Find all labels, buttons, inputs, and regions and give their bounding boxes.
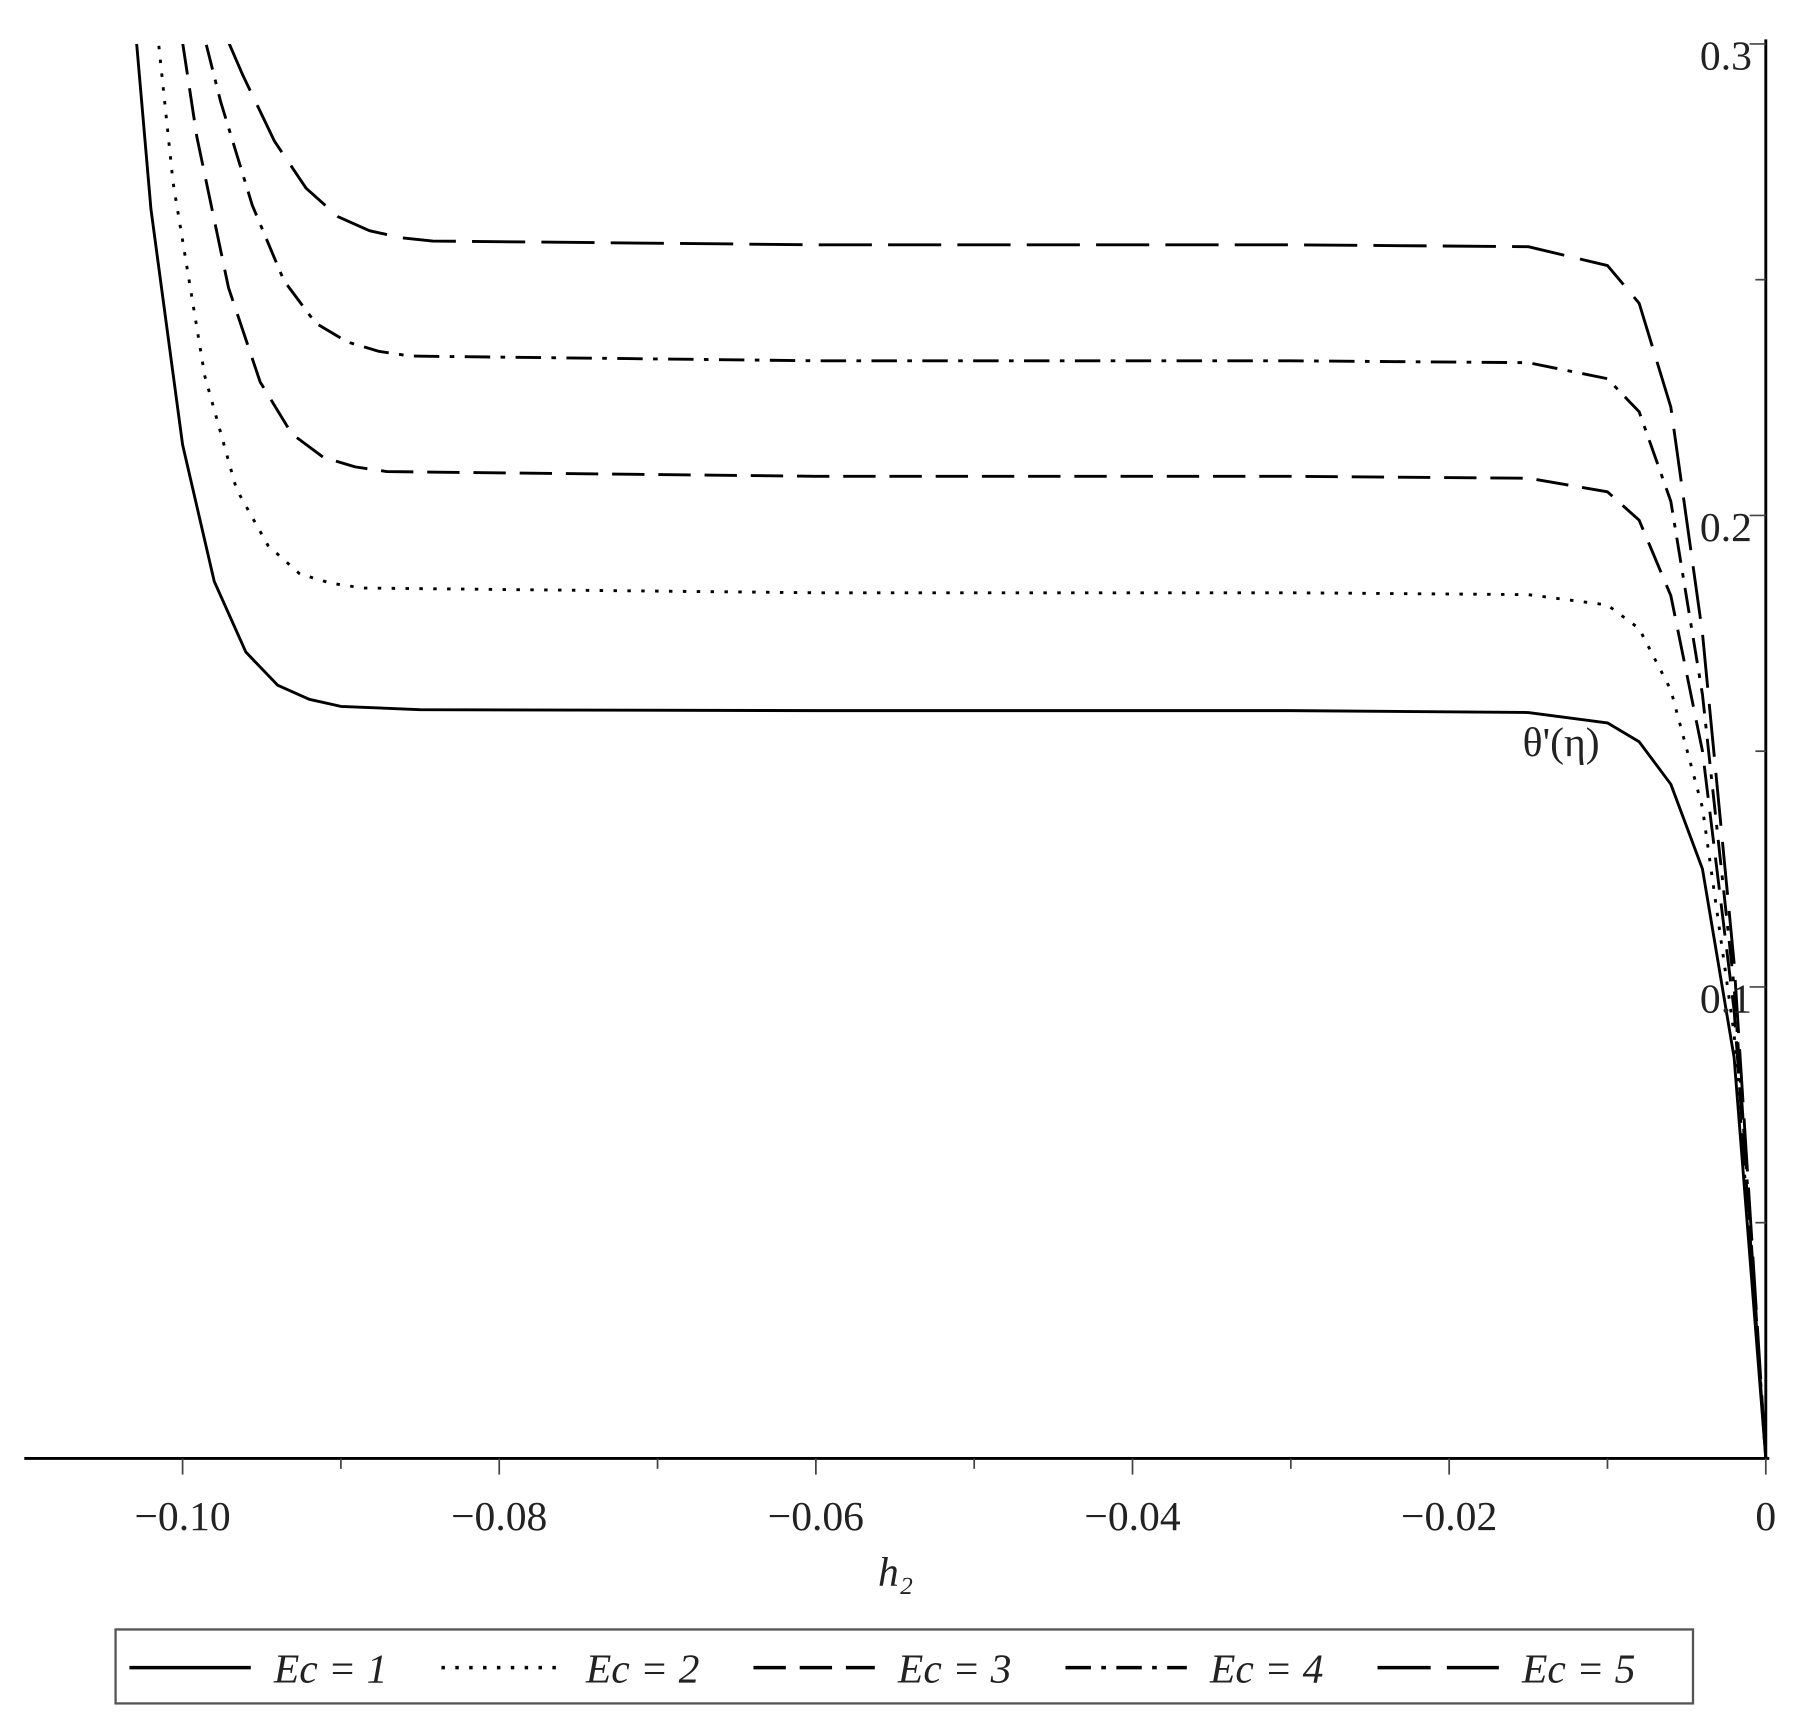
curve	[204, 44, 1768, 1459]
annotation: θ'(η)	[1523, 719, 1600, 766]
x-tick-label: −0.04	[1084, 1493, 1180, 1539]
curve	[181, 43, 1768, 1459]
x-axis-label: h₂	[878, 1549, 913, 1595]
x-tick-label: −0.02	[1401, 1493, 1497, 1539]
x-tick-label: 0	[1755, 1493, 1776, 1539]
x-tick-label: −0.10	[134, 1493, 230, 1539]
curves	[135, 43, 1768, 1459]
y-tick-label: 0.3	[1700, 32, 1752, 78]
legend-label: Ec = 3	[897, 1646, 1012, 1692]
x-tick-label: −0.06	[768, 1493, 864, 1539]
curve	[135, 43, 1768, 1459]
legend-label: Ec = 4	[1209, 1646, 1324, 1692]
x-tick-label: −0.08	[451, 1493, 547, 1539]
legend-label: Ec = 2	[585, 1646, 700, 1692]
y-tick-label: 0.1	[1700, 975, 1752, 1021]
legend-label: Ec = 5	[1521, 1646, 1636, 1692]
curve	[227, 43, 1768, 1459]
legend-label: Ec = 1	[273, 1646, 388, 1692]
legend-box	[114, 1628, 1695, 1705]
y-tick-label: 0.2	[1700, 504, 1752, 550]
